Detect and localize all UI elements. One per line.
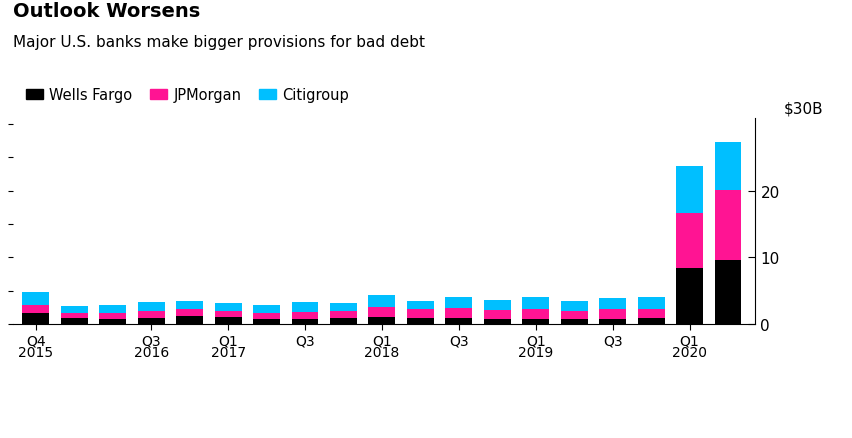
Text: Q3: Q3 [602,334,622,348]
Bar [598,319,625,324]
Text: Q1: Q1 [371,334,391,348]
Text: Q4: Q4 [26,334,46,348]
Bar [406,318,434,324]
Text: $30B: $30B [783,101,822,116]
Bar [22,305,49,314]
Bar [330,303,356,311]
Text: 2018: 2018 [364,346,399,359]
Bar [330,311,356,318]
Bar [215,318,241,324]
Bar [445,297,472,308]
Bar [215,311,241,318]
Bar [176,316,203,324]
Bar [99,305,126,314]
Bar [483,319,510,324]
Bar [176,301,203,310]
Bar [60,306,88,313]
Bar [176,310,203,316]
Text: Q3: Q3 [448,334,468,348]
Bar [598,309,625,319]
Bar [368,307,395,318]
Bar [138,302,164,311]
Text: 2015: 2015 [18,346,54,359]
Text: 2016: 2016 [134,346,169,359]
Bar [676,167,702,213]
Bar [521,309,549,319]
Bar [60,313,88,318]
Bar [521,297,549,309]
Bar [560,319,587,324]
Bar [560,311,587,319]
Bar [330,318,356,324]
Text: 2019: 2019 [517,346,553,359]
Bar [598,298,625,309]
Text: Q3: Q3 [295,334,314,348]
Bar [291,312,318,319]
Text: Q1: Q1 [525,334,545,348]
Bar [714,260,740,324]
Text: Q1: Q1 [679,334,699,348]
Bar [483,300,510,310]
Bar [560,301,587,311]
Bar [99,314,126,319]
Text: Outlook Worsens: Outlook Worsens [13,2,200,21]
Text: 2020: 2020 [671,346,706,359]
Legend: Wells Fargo, JPMorgan, Citigroup: Wells Fargo, JPMorgan, Citigroup [20,82,354,108]
Bar [521,319,549,324]
Bar [714,143,740,191]
Bar [215,303,241,311]
Bar [60,318,88,324]
Text: Q3: Q3 [141,334,161,348]
Bar [138,311,164,318]
Bar [676,213,702,268]
Bar [445,308,472,318]
Text: Major U.S. banks make bigger provisions for bad debt: Major U.S. banks make bigger provisions … [13,35,424,50]
Bar [637,297,664,309]
Bar [22,292,49,305]
Bar [406,301,434,310]
Bar [22,314,49,324]
Bar [138,318,164,324]
Bar [445,318,472,324]
Bar [368,296,395,307]
Bar [637,318,664,324]
Bar [637,309,664,318]
Bar [253,313,279,319]
Text: 2017: 2017 [210,346,245,359]
Bar [253,319,279,324]
Bar [291,302,318,312]
Bar [714,191,740,260]
Bar [291,319,318,324]
Bar [253,306,279,313]
Bar [99,319,126,324]
Bar [676,268,702,324]
Bar [406,310,434,318]
Bar [483,310,510,319]
Text: Q1: Q1 [218,334,238,348]
Bar [368,318,395,324]
